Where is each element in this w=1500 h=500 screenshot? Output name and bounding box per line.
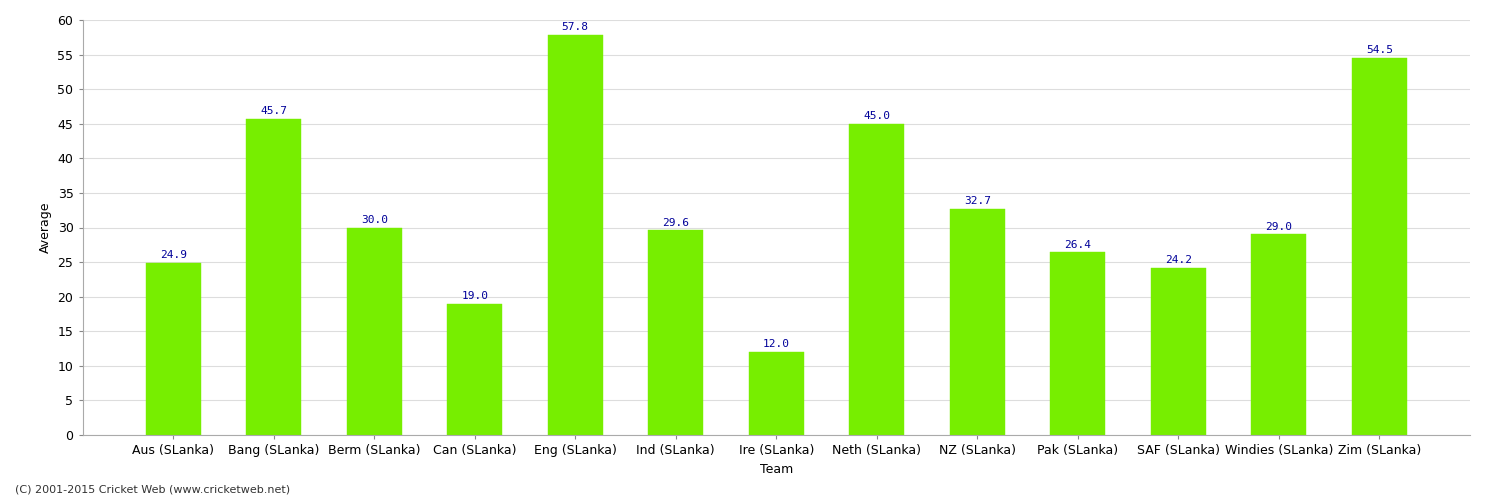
Bar — [447, 304, 503, 435]
Text: 30.0: 30.0 — [360, 214, 387, 224]
Bar — [648, 230, 704, 435]
Bar — [1251, 234, 1306, 435]
Text: 19.0: 19.0 — [460, 291, 488, 301]
Bar — [849, 124, 904, 435]
Bar — [146, 263, 201, 435]
Text: 24.2: 24.2 — [1166, 255, 1192, 265]
Bar — [1150, 268, 1206, 435]
Y-axis label: Average: Average — [39, 202, 53, 253]
Text: 57.8: 57.8 — [561, 22, 588, 32]
Bar — [246, 119, 302, 435]
Text: 45.0: 45.0 — [864, 111, 891, 121]
Bar — [346, 228, 402, 435]
Bar — [1352, 58, 1407, 435]
Text: 26.4: 26.4 — [1065, 240, 1092, 250]
Bar — [748, 352, 804, 435]
Text: 29.0: 29.0 — [1266, 222, 1293, 232]
Text: 24.9: 24.9 — [159, 250, 186, 260]
Bar — [1050, 252, 1106, 435]
Text: 54.5: 54.5 — [1366, 46, 1394, 56]
Bar — [950, 209, 1005, 435]
X-axis label: Team: Team — [759, 462, 794, 475]
Text: 32.7: 32.7 — [964, 196, 992, 206]
Text: 45.7: 45.7 — [260, 106, 286, 116]
Text: (C) 2001-2015 Cricket Web (www.cricketweb.net): (C) 2001-2015 Cricket Web (www.cricketwe… — [15, 485, 290, 495]
Text: 29.6: 29.6 — [662, 218, 688, 228]
Text: 12.0: 12.0 — [764, 339, 790, 349]
Bar — [548, 35, 603, 435]
